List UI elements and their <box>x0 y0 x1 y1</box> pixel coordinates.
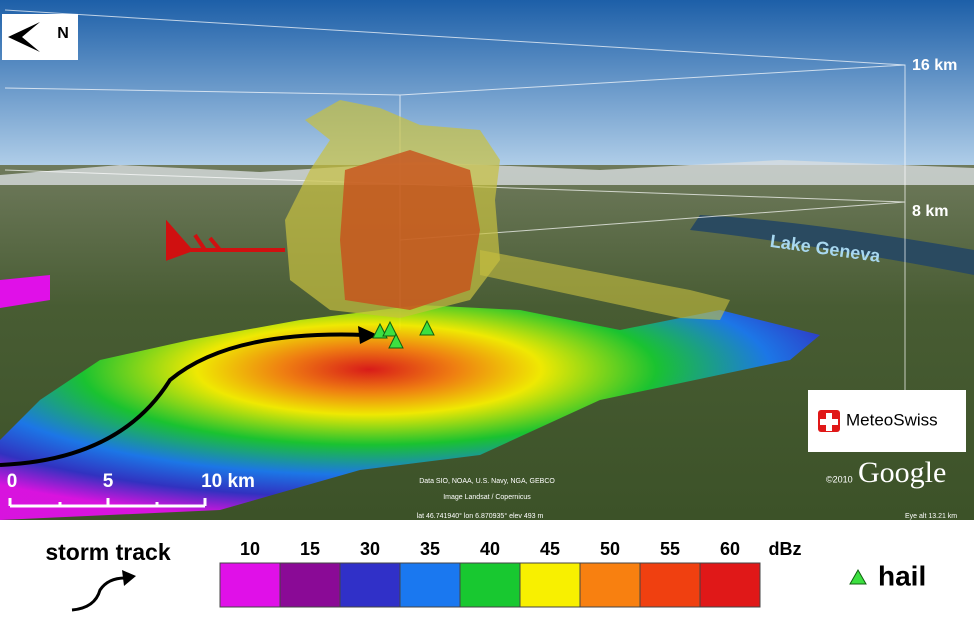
scale-label: 0 <box>7 471 18 492</box>
wind-barb <box>166 219 285 261</box>
legend-level-label: 35 <box>420 539 440 559</box>
legend-level-label: 50 <box>600 539 620 559</box>
radar-patch <box>0 275 50 308</box>
unit-label: dBz <box>769 539 802 559</box>
provider-logo: Google <box>858 456 946 489</box>
swiss-cross <box>820 413 838 431</box>
height-label: 8 km <box>912 203 948 220</box>
hail-markers <box>372 319 435 349</box>
legend-swatch <box>699 562 761 608</box>
status-position: lat 46.741940° lon 6.870935° elev 493 m <box>417 512 544 520</box>
legend-swatch <box>279 562 341 608</box>
legend-swatch <box>339 562 401 608</box>
scale-label: 10 km <box>201 471 255 492</box>
attribution: Image Landsat / Copernicus <box>443 494 531 501</box>
hail-icon <box>849 568 867 585</box>
legend-level-label: 40 <box>480 539 500 559</box>
track-icon <box>71 576 126 612</box>
lake <box>690 215 974 275</box>
compass-label: N <box>57 25 69 42</box>
legend-level-label: 30 <box>360 539 380 559</box>
scale-bar <box>8 498 207 508</box>
legend-level-label: 60 <box>720 539 740 559</box>
storm-core <box>340 150 480 310</box>
track-label: storm track <box>45 539 170 565</box>
brand-label: MeteoSwiss <box>846 410 938 429</box>
legend-swatch <box>519 562 581 608</box>
copyright: ©2010 <box>826 474 853 484</box>
legend-level-label: 45 <box>540 539 560 559</box>
scale-label: 5 <box>103 471 114 492</box>
height-label: 16 km <box>912 57 957 74</box>
track-icon-head <box>122 570 136 586</box>
legend-swatch <box>399 562 461 608</box>
legend-level-label: 10 <box>240 539 260 559</box>
legend-swatch <box>579 562 641 608</box>
status-eye: Eye alt 13.21 km <box>905 513 957 520</box>
hail-label: hail <box>878 560 926 591</box>
storm-track-head <box>358 326 378 344</box>
anvil <box>480 250 730 320</box>
legend-swatch <box>219 562 281 608</box>
legend-swatch <box>459 562 521 608</box>
compass-arrow <box>8 22 40 52</box>
storm-track-line <box>0 332 366 467</box>
legend-level-label: 15 <box>300 539 320 559</box>
legend-swatch <box>639 562 701 608</box>
attribution: Data SIO, NOAA, U.S. Navy, NGA, GEBCO <box>419 478 555 485</box>
legend-levels: 10 15 30 35 40 45 50 55 60 <box>219 539 761 608</box>
legend-level-label: 55 <box>660 539 680 559</box>
